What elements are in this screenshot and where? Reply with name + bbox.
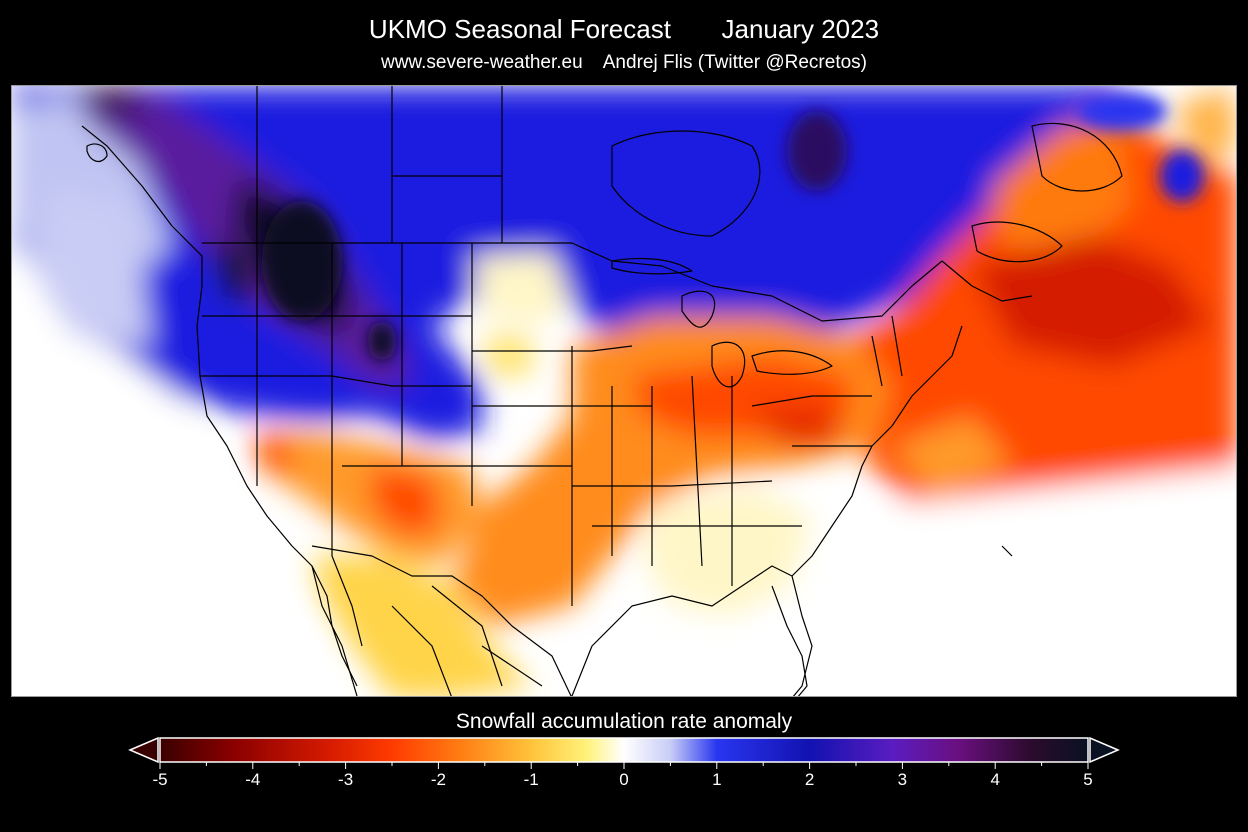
map-subtitle: www.severe-weather.eu Andrej Flis (Twitt…: [380, 52, 867, 73]
colorbar-tick-label: 1: [712, 770, 721, 789]
colorbar-max-arrow: [1089, 736, 1120, 764]
colorbar-tick-label: -2: [431, 770, 446, 789]
colorbar-tick-label: 5: [1083, 770, 1092, 789]
colorbar-tick-label: 4: [990, 770, 999, 789]
colorbar-tick-label: -4: [245, 770, 260, 789]
colorbar-min-arrow: [128, 736, 159, 764]
map-title: UKMO Seasonal Forecast January 2023: [368, 14, 880, 44]
anomaly-accents: [262, 91, 1204, 361]
colorbar-tick-label: 3: [898, 770, 907, 789]
colorbar: -5 -4 -3 -2 -1 0 1 2 3 4 5: [128, 736, 1120, 789]
colorbar-tick-label: -5: [152, 770, 167, 789]
colorbar-tick-label: 2: [805, 770, 814, 789]
colorbar-title: Snowfall accumulation rate anomaly: [455, 710, 793, 733]
coastlines-and-borders: [81, 86, 1123, 696]
colorbar-tick-label: -1: [524, 770, 539, 789]
colorbar-tick-label: 0: [619, 770, 628, 789]
anomaly-map: [11, 85, 1237, 697]
colorbar-gradient: [159, 737, 1089, 763]
anomaly-field: [12, 86, 1236, 696]
colorbar-tick-label: -3: [338, 770, 353, 789]
